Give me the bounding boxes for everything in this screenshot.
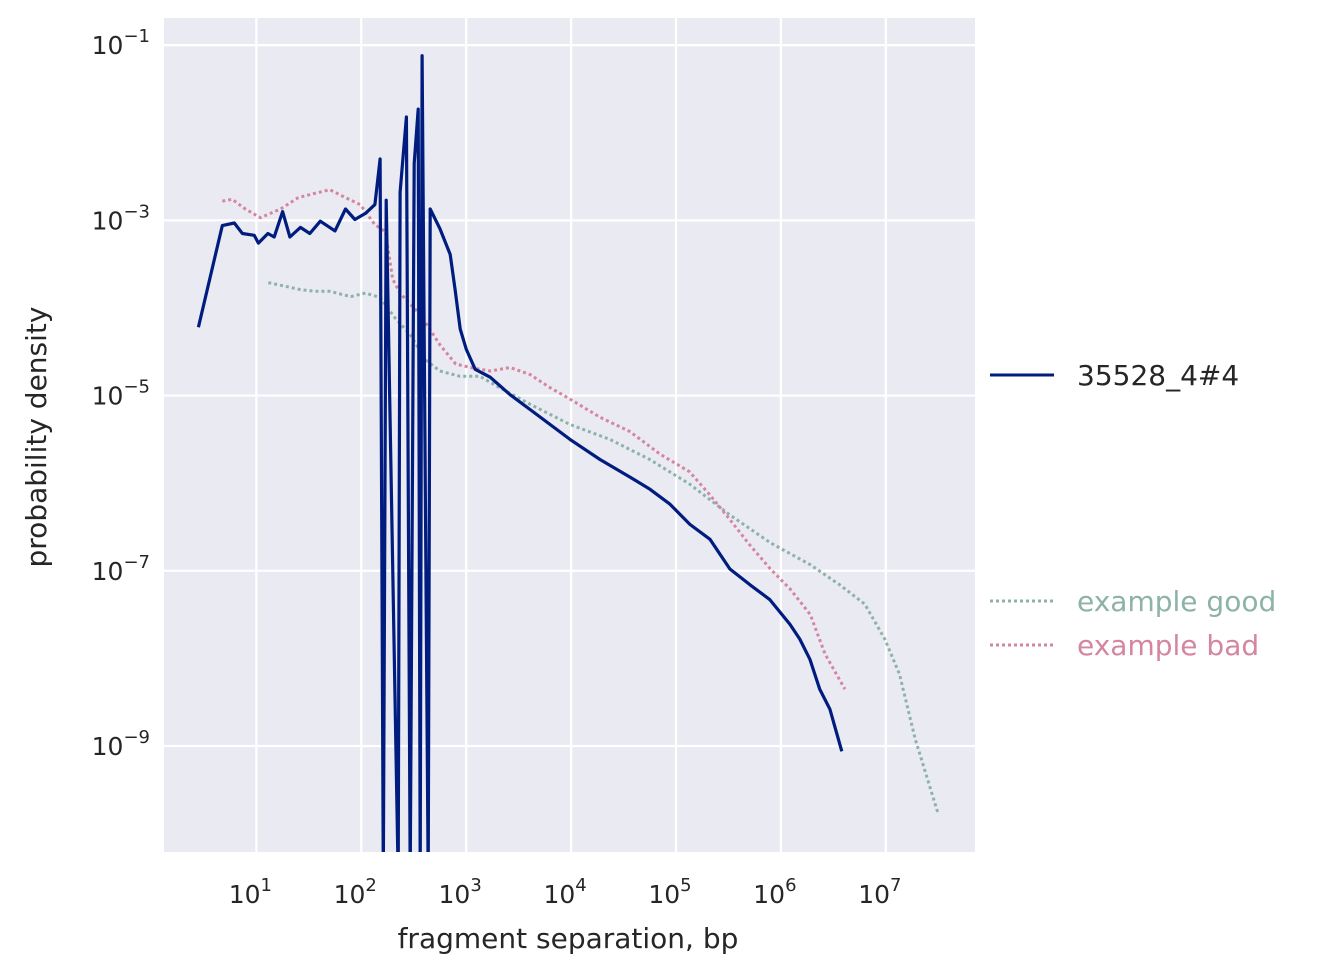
x-tick-label: 104 (543, 875, 586, 909)
series-line-35528-4-4 (196, 54, 844, 852)
series-line-example-bad (222, 188, 847, 690)
plot-background (164, 18, 975, 852)
legend-label: 35528_4#4 (1077, 359, 1239, 392)
x-tick-label: 107 (858, 875, 901, 909)
x-tick-label: 105 (648, 875, 691, 909)
x-tick-label: 103 (439, 875, 482, 909)
y-tick-label: 10−3 (92, 201, 150, 235)
legend-label: example good (1077, 585, 1276, 618)
y-tick-label: 10−7 (92, 552, 150, 586)
x-tick-label: 101 (229, 875, 272, 909)
series-line-example-good (267, 281, 940, 815)
legend-label: example bad (1077, 629, 1259, 662)
y-tick-label: 10−5 (92, 377, 150, 411)
y-axis-label: probability density (20, 307, 53, 568)
x-tick-label: 106 (753, 875, 796, 909)
x-axis-label: fragment separation, bp (398, 922, 739, 955)
x-tick-label: 102 (334, 875, 377, 909)
y-tick-label: 10−1 (92, 26, 150, 60)
y-tick-label: 10−9 (92, 727, 150, 761)
